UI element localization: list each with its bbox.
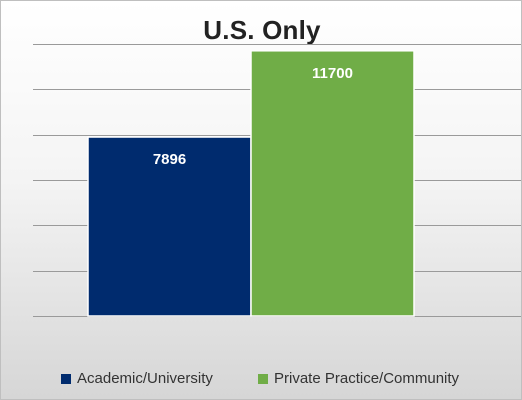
legend-entry-1: Academic/University bbox=[61, 370, 213, 387]
legend-entry-2: Private Practice/Community bbox=[258, 370, 459, 387]
legend-label-1: Academic/University bbox=[77, 370, 213, 387]
bar-2 bbox=[250, 50, 415, 317]
legend-label-2: Private Practice/Community bbox=[274, 370, 460, 387]
chart-title: U.S. Only bbox=[203, 15, 321, 45]
data-label-1: 7896 bbox=[153, 151, 186, 168]
legend-swatch-1 bbox=[61, 373, 71, 384]
legend-swatch-2 bbox=[258, 373, 268, 384]
data-label-2: 11700 bbox=[312, 65, 353, 82]
